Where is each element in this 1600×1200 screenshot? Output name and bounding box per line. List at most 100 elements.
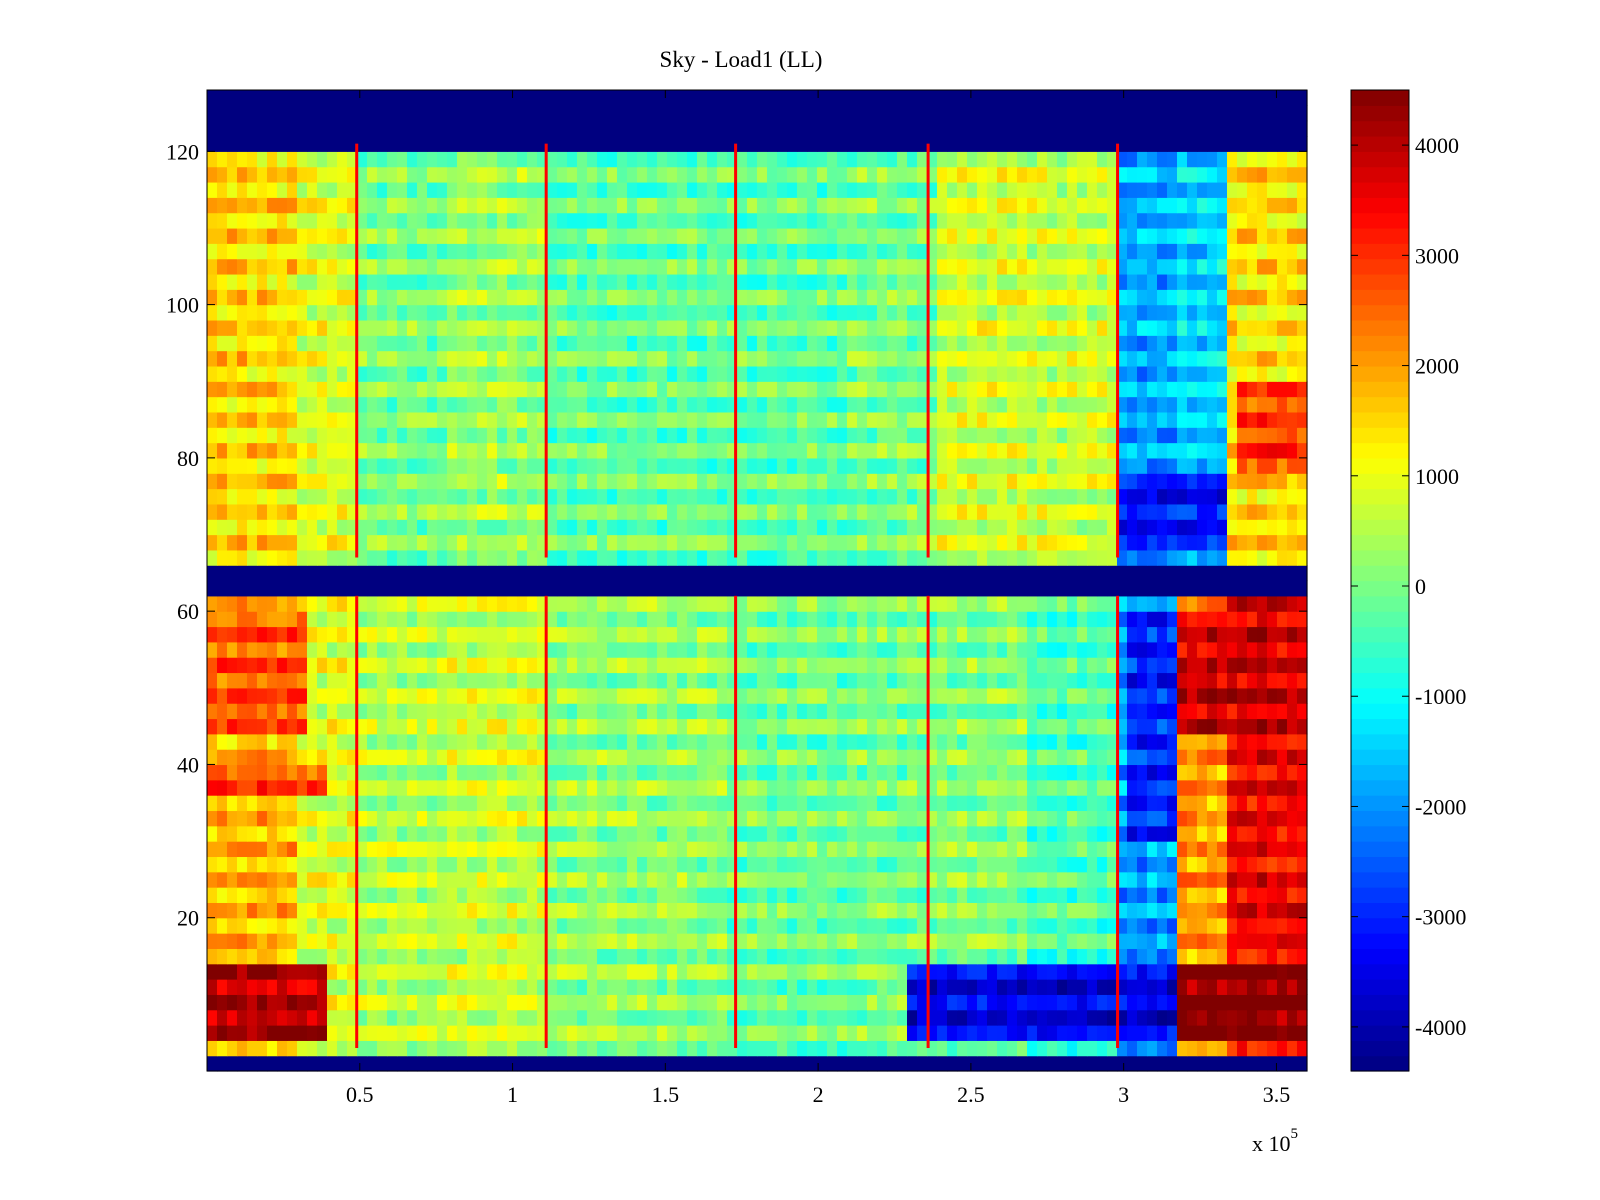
heatmap-cell	[777, 1040, 788, 1057]
heatmap-cell	[457, 565, 468, 582]
heatmap-cell	[527, 381, 538, 398]
heatmap-cell	[767, 442, 778, 459]
heatmap-cell	[1027, 396, 1038, 413]
heatmap-cell	[477, 841, 488, 858]
heatmap-cell	[1117, 565, 1128, 582]
heatmap-cell	[1157, 687, 1168, 704]
heatmap-cell	[237, 549, 248, 566]
heatmap-cell	[607, 580, 618, 597]
heatmap-cell	[427, 917, 438, 934]
heatmap-cell	[797, 641, 808, 658]
heatmap-cell	[1007, 411, 1018, 428]
heatmap-cell	[1037, 948, 1048, 965]
heatmap-cell	[1077, 411, 1088, 428]
heatmap-cell	[977, 749, 988, 766]
heatmap-cell	[377, 457, 388, 474]
heatmap-cell	[1277, 841, 1288, 858]
heatmap-cell	[327, 442, 338, 459]
heatmap-cell	[1087, 657, 1098, 674]
heatmap-cell	[1287, 565, 1298, 582]
heatmap-cell	[717, 396, 728, 413]
heatmap-cell	[847, 764, 858, 781]
heatmap-cell	[1097, 1040, 1108, 1057]
heatmap-cell	[1197, 779, 1208, 796]
heatmap-cell	[597, 473, 608, 490]
heatmap-cell	[1077, 396, 1088, 413]
heatmap-cell	[847, 687, 858, 704]
heatmap-cell	[487, 994, 498, 1011]
heatmap-cell	[907, 519, 918, 536]
heatmap-cell	[1167, 810, 1178, 827]
heatmap-cell	[477, 457, 488, 474]
heatmap-cell	[1247, 442, 1258, 459]
heatmap-cell	[847, 473, 858, 490]
heatmap-cell	[1107, 442, 1118, 459]
heatmap-cell	[407, 917, 418, 934]
heatmap-cell	[807, 887, 818, 903]
heatmap-cell	[587, 764, 598, 781]
heatmap-cell	[927, 565, 938, 582]
heatmap-cell	[687, 1055, 698, 1072]
heatmap-cell	[627, 565, 638, 582]
heatmap-cell	[1077, 994, 1088, 1011]
heatmap-cell	[257, 994, 268, 1011]
heatmap-cell	[347, 749, 358, 766]
heatmap-cell	[447, 856, 458, 873]
heatmap-cell	[367, 979, 378, 995]
heatmap-cell	[1137, 657, 1148, 674]
heatmap-cell	[657, 396, 668, 413]
heatmap-cell	[377, 595, 388, 612]
heatmap-cell	[1027, 703, 1038, 720]
heatmap-cell	[1287, 473, 1298, 490]
heatmap-cell	[377, 810, 388, 827]
heatmap-cell	[927, 687, 938, 704]
heatmap-cell	[787, 580, 798, 597]
heatmap-cell	[807, 595, 818, 612]
heatmap-cell	[977, 1009, 988, 1026]
heatmap-cell	[1047, 672, 1058, 689]
heatmap-cell	[297, 396, 308, 413]
heatmap-cell	[707, 733, 718, 750]
heatmap-cell	[1197, 994, 1208, 1011]
heatmap-cell	[1287, 764, 1298, 781]
heatmap-cell	[1187, 902, 1198, 919]
heatmap-cell	[827, 580, 838, 597]
heatmap-cell	[617, 764, 628, 781]
heatmap-cell	[437, 1025, 448, 1041]
heatmap-cell	[387, 365, 398, 382]
heatmap-cell	[1067, 994, 1078, 1011]
heatmap-cell	[657, 427, 668, 444]
heatmap-cell	[367, 549, 378, 566]
heatmap-cell	[1207, 795, 1218, 812]
heatmap-cell	[1227, 580, 1238, 597]
heatmap-cell	[457, 841, 468, 858]
heatmap-cell	[647, 672, 658, 689]
heatmap-cell	[707, 549, 718, 566]
heatmap-cell	[417, 1055, 428, 1072]
heatmap-cell	[407, 657, 418, 674]
heatmap-cell	[797, 534, 808, 551]
heatmap-cell	[1247, 687, 1258, 704]
heatmap-cell	[497, 810, 508, 827]
heatmap-cell	[1267, 396, 1278, 413]
heatmap-cell	[1287, 457, 1298, 474]
heatmap-cell	[1207, 381, 1218, 398]
heatmap-cell	[317, 1025, 328, 1041]
heatmap-cell	[1207, 1009, 1218, 1026]
heatmap-cell	[697, 887, 708, 903]
heatmap-cell	[237, 565, 248, 582]
heatmap-cell	[887, 549, 898, 566]
heatmap-cell	[657, 442, 668, 459]
heatmap-cell	[527, 856, 538, 873]
heatmap-cell	[1057, 595, 1068, 612]
heatmap-cell	[1227, 1009, 1238, 1026]
heatmap-cell	[917, 595, 928, 612]
heatmap-cell	[1267, 1040, 1278, 1057]
heatmap-cell	[1127, 1040, 1138, 1057]
heatmap-cell	[217, 457, 228, 474]
heatmap-cell	[777, 442, 788, 459]
heatmap-cell	[767, 917, 778, 934]
heatmap-cell	[827, 871, 838, 888]
heatmap-cell	[487, 519, 498, 536]
heatmap-cell	[517, 933, 528, 949]
